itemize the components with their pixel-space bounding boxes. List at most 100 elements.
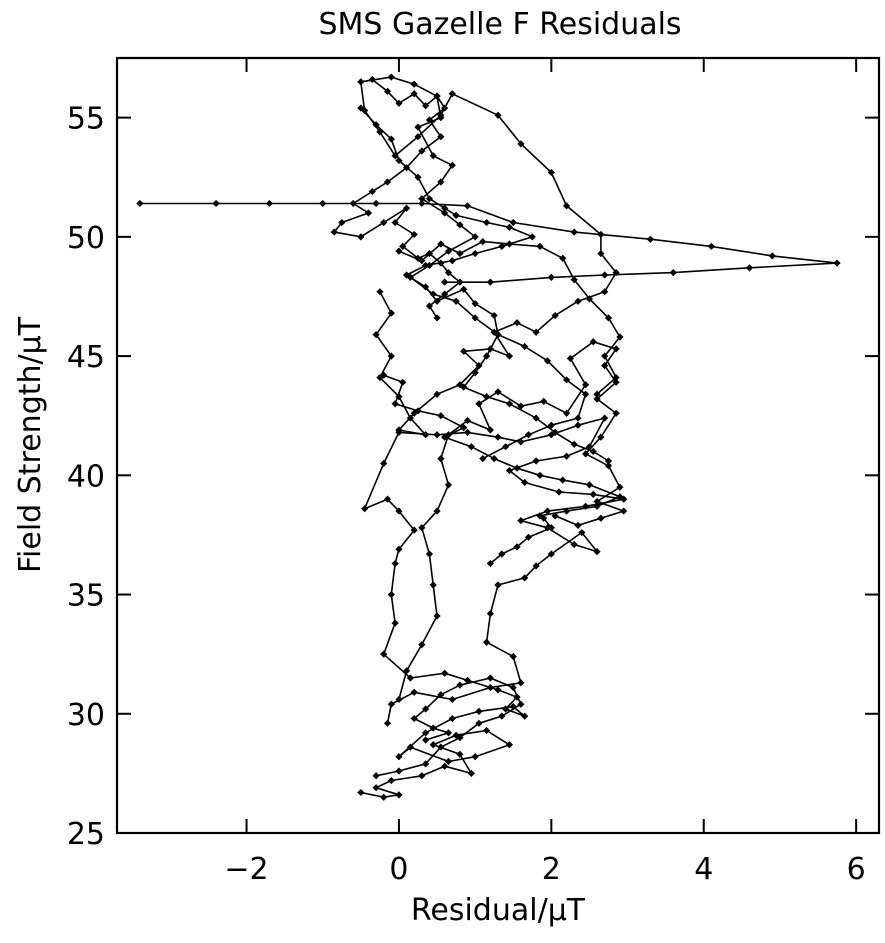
data-point — [559, 254, 567, 262]
data-point — [395, 247, 403, 255]
series-layer — [136, 73, 841, 801]
series-line — [359, 76, 617, 460]
data-point — [612, 269, 620, 277]
data-point — [562, 452, 571, 460]
data-point — [433, 92, 441, 100]
data-point — [593, 497, 601, 506]
data-point — [768, 252, 776, 260]
data-point — [521, 342, 529, 351]
x-tick-label: 4 — [694, 852, 713, 887]
data-point — [433, 390, 441, 398]
data-point — [540, 397, 548, 405]
data-point — [418, 641, 426, 649]
data-point — [444, 247, 453, 255]
data-point — [395, 753, 403, 761]
y-tick-label: 45 — [67, 340, 105, 375]
data-point — [410, 526, 418, 534]
data-point — [456, 734, 464, 742]
data-point — [441, 209, 449, 217]
data-point — [425, 116, 434, 124]
data-point — [372, 331, 380, 339]
data-point — [578, 528, 586, 537]
data-point — [437, 455, 445, 463]
data-point — [536, 471, 544, 479]
data-point — [456, 221, 464, 229]
series-5 — [380, 371, 624, 520]
data-point — [601, 271, 609, 279]
data-point — [498, 712, 506, 720]
data-point — [570, 440, 578, 448]
data-point — [597, 514, 605, 522]
data-point — [513, 319, 521, 327]
data-point — [494, 581, 502, 589]
data-point — [452, 731, 460, 739]
data-point — [387, 590, 395, 599]
data-point — [597, 249, 605, 258]
data-point — [380, 371, 388, 379]
data-point — [212, 199, 220, 208]
data-point — [471, 369, 479, 377]
data-point — [406, 674, 414, 682]
data-point — [437, 114, 445, 122]
data-point — [620, 507, 628, 515]
data-point — [418, 195, 426, 203]
data-point — [486, 610, 494, 618]
data-point — [669, 269, 677, 277]
data-point — [471, 249, 479, 258]
data-point — [593, 502, 601, 510]
data-point — [387, 309, 395, 317]
data-point — [391, 619, 399, 627]
data-point — [479, 238, 487, 246]
data-point — [456, 681, 464, 689]
data-point — [425, 550, 434, 558]
data-point — [418, 199, 426, 208]
data-point — [425, 302, 434, 310]
data-point — [387, 352, 395, 360]
data-point — [383, 495, 392, 503]
data-point — [463, 676, 472, 684]
data-point — [456, 249, 464, 258]
x-tick-label: 0 — [389, 852, 408, 887]
y-tick-label: 30 — [67, 698, 105, 733]
data-point — [467, 769, 475, 777]
data-point — [620, 495, 628, 503]
data-point — [509, 683, 517, 692]
data-point — [616, 333, 624, 341]
data-point — [460, 383, 468, 391]
data-point — [380, 459, 388, 467]
data-point — [471, 314, 479, 322]
data-point — [528, 233, 536, 241]
data-point — [338, 218, 346, 227]
data-point — [551, 428, 559, 436]
data-point — [136, 199, 144, 208]
y-tick-label: 50 — [67, 221, 105, 256]
x-tick-label: −2 — [224, 852, 268, 887]
data-point — [589, 338, 597, 346]
data-point — [601, 362, 609, 370]
data-point — [482, 726, 491, 735]
data-point — [471, 300, 479, 308]
x-axis-ticks: −2 0 2 4 6 — [224, 58, 866, 887]
data-point — [402, 164, 411, 172]
data-point — [604, 314, 613, 322]
data-point — [532, 457, 540, 465]
data-point — [429, 290, 437, 298]
data-point — [433, 612, 441, 620]
data-point — [475, 400, 483, 408]
data-point — [521, 712, 529, 720]
data-point — [486, 559, 494, 568]
data-point — [486, 278, 494, 286]
data-point — [536, 242, 544, 250]
data-point — [570, 228, 578, 236]
data-point — [391, 400, 399, 408]
data-point — [582, 390, 590, 398]
data-point — [509, 703, 517, 711]
series-3 — [357, 73, 620, 463]
series-6 — [486, 514, 555, 568]
data-point — [410, 688, 418, 696]
data-point — [517, 517, 525, 525]
data-point — [593, 390, 601, 398]
data-point — [395, 791, 403, 799]
data-point — [422, 102, 430, 110]
